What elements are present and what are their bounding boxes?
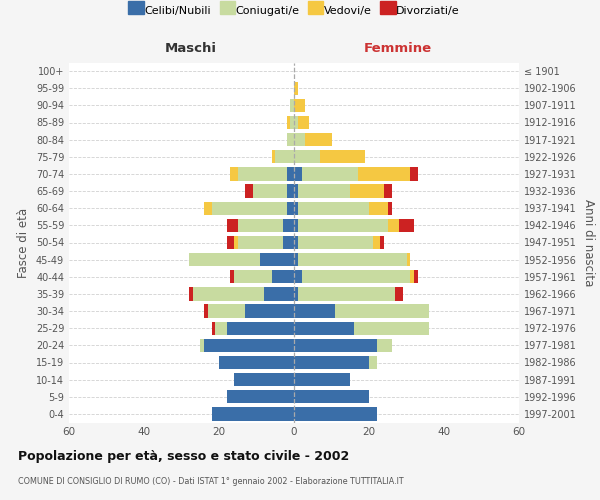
Bar: [238, 218, 283, 232]
Bar: [298, 202, 369, 215]
Bar: [230, 270, 234, 283]
Bar: [294, 184, 298, 198]
Bar: [294, 98, 305, 112]
Text: Maschi: Maschi: [164, 42, 217, 56]
Bar: [298, 287, 395, 300]
Bar: [298, 184, 350, 198]
Bar: [193, 287, 264, 300]
Bar: [253, 184, 287, 198]
Bar: [264, 287, 294, 300]
Bar: [305, 133, 331, 146]
Bar: [230, 167, 238, 180]
Bar: [294, 304, 335, 318]
Bar: [275, 150, 294, 164]
Bar: [294, 167, 302, 180]
Bar: [410, 167, 418, 180]
Bar: [204, 338, 294, 352]
Bar: [212, 202, 287, 215]
Bar: [238, 167, 287, 180]
Bar: [189, 253, 260, 266]
Bar: [189, 287, 193, 300]
Bar: [208, 304, 245, 318]
Bar: [294, 150, 320, 164]
Text: COMUNE DI CONSIGLIO DI RUMO (CO) - Dati ISTAT 1° gennaio 2002 - Elaborazione TUT: COMUNE DI CONSIGLIO DI RUMO (CO) - Dati …: [18, 478, 404, 486]
Bar: [298, 116, 309, 129]
Bar: [399, 218, 414, 232]
Bar: [294, 133, 305, 146]
Bar: [294, 253, 298, 266]
Bar: [302, 167, 358, 180]
Bar: [283, 218, 294, 232]
Bar: [294, 218, 298, 232]
Bar: [212, 322, 215, 335]
Bar: [354, 322, 429, 335]
Bar: [294, 82, 298, 95]
Bar: [290, 98, 294, 112]
Bar: [388, 218, 399, 232]
Bar: [227, 218, 238, 232]
Bar: [302, 270, 410, 283]
Bar: [234, 270, 271, 283]
Bar: [290, 116, 294, 129]
Bar: [294, 407, 377, 420]
Bar: [204, 202, 212, 215]
Bar: [320, 150, 365, 164]
Bar: [395, 287, 403, 300]
Bar: [369, 356, 377, 369]
Bar: [294, 270, 302, 283]
Text: Popolazione per età, sesso e stato civile - 2002: Popolazione per età, sesso e stato civil…: [18, 450, 349, 463]
Bar: [298, 236, 373, 249]
Bar: [294, 373, 350, 386]
Bar: [245, 184, 253, 198]
Bar: [294, 322, 354, 335]
Bar: [407, 253, 410, 266]
Bar: [212, 407, 294, 420]
Bar: [377, 338, 392, 352]
Bar: [294, 390, 369, 404]
Bar: [414, 270, 418, 283]
Bar: [358, 167, 410, 180]
Bar: [369, 202, 388, 215]
Bar: [294, 338, 377, 352]
Bar: [260, 253, 294, 266]
Bar: [298, 218, 388, 232]
Bar: [204, 304, 208, 318]
Bar: [227, 390, 294, 404]
Bar: [380, 236, 384, 249]
Y-axis label: Anni di nascita: Anni di nascita: [582, 199, 595, 286]
Bar: [294, 116, 298, 129]
Text: Femmine: Femmine: [364, 42, 431, 56]
Bar: [287, 133, 294, 146]
Bar: [294, 356, 369, 369]
Bar: [294, 287, 298, 300]
Bar: [373, 236, 380, 249]
Bar: [287, 167, 294, 180]
Bar: [271, 270, 294, 283]
Bar: [350, 184, 384, 198]
Bar: [219, 356, 294, 369]
Bar: [283, 236, 294, 249]
Bar: [294, 202, 298, 215]
Bar: [271, 150, 275, 164]
Bar: [335, 304, 429, 318]
Bar: [384, 184, 392, 198]
Bar: [388, 202, 392, 215]
Bar: [287, 184, 294, 198]
Bar: [200, 338, 204, 352]
Bar: [287, 116, 290, 129]
Legend: Celibi/Nubili, Coniugati/e, Vedovi/e, Divorziati/e: Celibi/Nubili, Coniugati/e, Vedovi/e, Di…: [128, 6, 460, 16]
Bar: [234, 236, 238, 249]
Bar: [227, 236, 234, 249]
Bar: [227, 322, 294, 335]
Bar: [287, 202, 294, 215]
Bar: [294, 236, 298, 249]
Bar: [234, 373, 294, 386]
Bar: [298, 253, 407, 266]
Y-axis label: Fasce di età: Fasce di età: [17, 208, 30, 278]
Bar: [215, 322, 227, 335]
Bar: [238, 236, 283, 249]
Bar: [410, 270, 414, 283]
Bar: [245, 304, 294, 318]
